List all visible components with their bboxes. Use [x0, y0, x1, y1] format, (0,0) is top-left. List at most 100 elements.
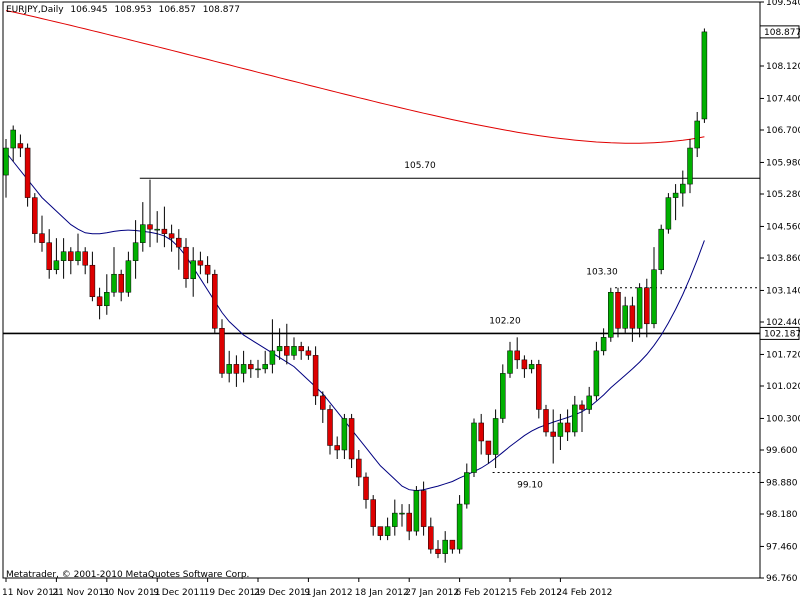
level-label-3: 99.10 [517, 481, 543, 491]
candle-body-43 [312, 355, 319, 397]
candle-body-58 [420, 490, 427, 527]
candle-body-81 [586, 395, 592, 410]
candle-body-92 [665, 197, 672, 230]
x-tick-label-4: 19 Dec 2011 [204, 588, 262, 598]
candle-body-76 [550, 431, 556, 437]
candle-body-52 [377, 526, 384, 536]
y-tick-label-2: 108.120 [766, 62, 800, 72]
candle-body-55 [399, 512, 405, 515]
candle-body-69 [500, 373, 506, 419]
candle-body-1 [10, 129, 16, 149]
candle-body-48 [348, 418, 355, 460]
candle-body-73 [528, 364, 535, 370]
y-tick-label-17: 97.460 [766, 542, 798, 552]
candle-body-51 [370, 499, 376, 527]
candle-body-7 [53, 260, 60, 270]
candle-body-16 [118, 273, 124, 293]
x-tick-label-6: 9 Jan 2012 [304, 588, 352, 598]
candle-body-6 [46, 242, 52, 270]
candle-body-5 [39, 233, 45, 243]
candle-body-77 [557, 422, 564, 437]
price-tag-box-1 [759, 326, 800, 340]
candle-body-30 [219, 328, 225, 374]
candle-body-91 [658, 228, 664, 270]
ohlc-high: 108.953 [114, 5, 152, 15]
ohlc-low: 106.857 [158, 5, 196, 15]
candle-body-68 [492, 418, 499, 455]
candle-body-49 [356, 458, 362, 478]
candle-body-0 [3, 147, 9, 176]
candle-body-67 [485, 440, 492, 455]
x-tick-label-3: 9 Dec 2011 [153, 588, 205, 598]
level-label-0: 105.70 [404, 161, 436, 171]
candle-body-74 [536, 364, 542, 410]
candle-body-15 [111, 273, 117, 293]
y-tick-label-6: 105.280 [766, 190, 800, 200]
candle-body-20 [147, 224, 153, 230]
candle-body-82 [593, 350, 600, 397]
x-tick-label-5: 29 Dec 2011 [254, 588, 312, 598]
ma-slow-line [5, 10, 705, 144]
candle-body-33 [240, 364, 247, 374]
candle-body-83 [600, 337, 607, 352]
candle-body-35 [255, 368, 261, 371]
candle-body-41 [298, 346, 304, 352]
candle-body-36 [262, 364, 268, 370]
candle-body-19 [140, 224, 146, 243]
candle-body-29 [212, 273, 218, 329]
candle-body-64 [464, 472, 470, 505]
ohlc-close: 108.877 [202, 5, 240, 15]
candle-body-28 [204, 264, 211, 275]
candle-body-34 [248, 364, 254, 370]
ohlc-open: 106.945 [70, 5, 108, 15]
candle-body-86 [622, 305, 628, 329]
y-tick-label-0: 109.540 [766, 0, 800, 8]
y-tick-label-8: 103.860 [766, 254, 800, 264]
candle-body-94 [680, 183, 686, 194]
candle-body-59 [428, 526, 434, 550]
candle-body-95 [687, 147, 693, 185]
candle-body-37 [269, 350, 276, 365]
x-tick-label-11: 24 Feb 2012 [556, 588, 612, 598]
y-tick-label-16: 98.180 [766, 510, 798, 520]
candle-body-22 [161, 228, 168, 234]
candle-body-71 [514, 350, 520, 361]
candle-body-9 [68, 251, 74, 261]
candle-body-2 [17, 143, 24, 149]
candle-body-38 [276, 346, 283, 352]
y-tick-label-9: 103.140 [766, 286, 800, 296]
candle-body-57 [413, 490, 420, 532]
candle-body-93 [672, 192, 679, 198]
candle-body-39 [284, 346, 290, 356]
candle-body-70 [507, 350, 513, 374]
x-tick-label-9: 6 Feb 2012 [456, 588, 506, 598]
candle-body-8 [60, 251, 67, 261]
x-tick-label-0: 11 Nov 2011 [2, 588, 60, 598]
candle-body-21 [154, 228, 160, 231]
candle-body-44 [320, 395, 326, 410]
candle-body-42 [305, 350, 312, 356]
candle-body-12 [89, 264, 96, 298]
y-tick-label-5: 105.980 [766, 158, 800, 168]
y-tick-label-10: 102.440 [766, 318, 800, 328]
y-tick-label-4: 106.700 [766, 126, 800, 136]
y-tick-label-15: 98.880 [766, 478, 798, 488]
candle-body-27 [197, 260, 204, 266]
y-tick-label-7: 104.560 [766, 222, 800, 232]
candle-body-25 [183, 246, 189, 279]
candle-body-14 [104, 292, 110, 307]
candle-body-45 [327, 409, 333, 446]
candle-body-75 [543, 409, 549, 433]
candle-body-18 [132, 242, 139, 261]
candle-body-32 [233, 364, 240, 374]
candle-body-79 [572, 404, 578, 433]
candle-body-56 [406, 512, 412, 532]
candle-body-23 [168, 233, 175, 239]
candle-body-62 [449, 539, 456, 550]
candle-body-87 [629, 305, 636, 329]
y-tick-label-11: 101.720 [766, 350, 800, 360]
price-tag-label-1: 102.187 [764, 329, 800, 339]
candle-body-40 [291, 346, 297, 356]
y-tick-label-18: 96.760 [766, 574, 798, 584]
